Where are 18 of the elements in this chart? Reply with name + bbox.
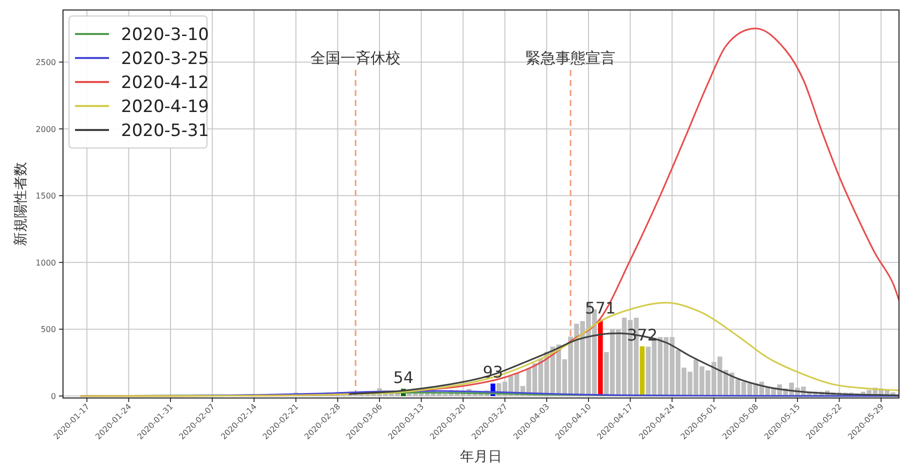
x-axis-title: 年月日 <box>460 449 502 465</box>
legend-label: 2020-3-25 <box>121 49 209 69</box>
legend-label: 2020-4-19 <box>121 97 209 117</box>
ref-line-label: 全国一斉休校 <box>310 49 401 68</box>
y-axis-title: 新規陽性者数 <box>13 162 29 246</box>
y-tick-label: 2500 <box>36 58 56 68</box>
legend-label: 2020-4-12 <box>121 73 209 93</box>
y-tick-label: 500 <box>40 325 56 334</box>
bar <box>640 346 645 396</box>
y-tick-label: 2000 <box>36 124 56 134</box>
ref-line-label: 緊急事態宣言 <box>526 49 616 68</box>
y-tick-label: 1500 <box>36 192 56 201</box>
y-tick-label: 0 <box>50 392 56 401</box>
bar <box>598 320 603 396</box>
legend-label: 2020-5-31 <box>121 121 209 141</box>
y-tick-label: 1000 <box>36 258 56 268</box>
legend-label: 2020-3-10 <box>121 25 209 45</box>
data-label: 54 <box>393 368 414 387</box>
